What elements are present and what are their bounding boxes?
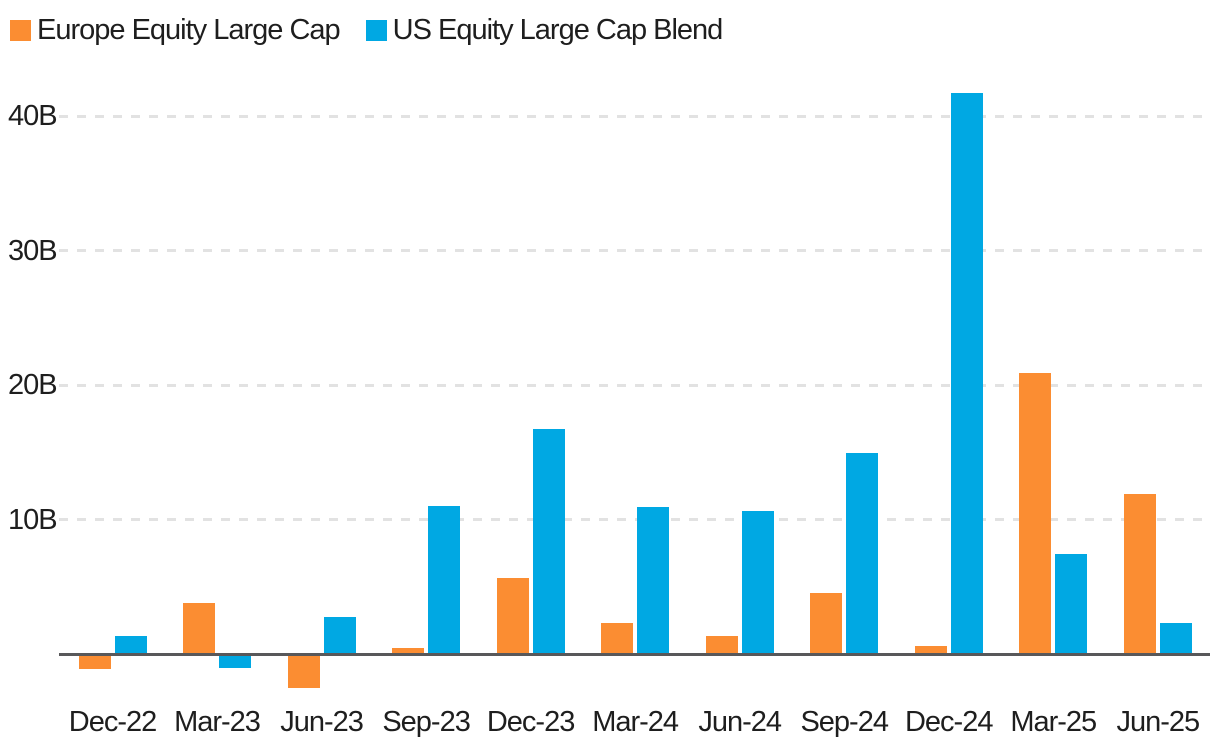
x-axis-label-jun-25: Jun-25 bbox=[1116, 706, 1200, 738]
x-axis-label-mar-25: Mar-25 bbox=[1010, 706, 1097, 738]
bar-europe-jun-24 bbox=[705, 636, 738, 655]
bar-us-mar-23 bbox=[219, 656, 252, 669]
bar-us-jun-25 bbox=[1159, 622, 1192, 655]
bar-us-dec-24 bbox=[950, 92, 983, 655]
bar-europe-sep-23 bbox=[392, 648, 425, 655]
x-axis-label-jun-23: Jun-23 bbox=[280, 706, 364, 738]
bar-europe-dec-24 bbox=[914, 645, 947, 655]
y-axis-label-40b: 40B bbox=[8, 100, 58, 132]
bar-europe-dec-23 bbox=[496, 578, 529, 655]
gridline-30b bbox=[59, 249, 1210, 252]
legend-item-europe-equity-large-cap[interactable]: Europe Equity Large Cap bbox=[10, 14, 341, 47]
legend-label-us: US Equity Large Cap Blend bbox=[392, 14, 724, 46]
bar-europe-mar-25 bbox=[1019, 372, 1052, 655]
chart-legend: Europe Equity Large Cap US Equity Large … bbox=[10, 14, 724, 47]
bar-us-mar-24 bbox=[637, 507, 670, 655]
x-axis-label-mar-23: Mar-23 bbox=[174, 706, 261, 738]
legend-item-us-equity-large-cap-blend[interactable]: US Equity Large Cap Blend bbox=[365, 14, 724, 47]
x-axis-line bbox=[59, 652, 1210, 656]
bar-us-dec-22 bbox=[114, 636, 147, 655]
x-axis-label-dec-24: Dec-24 bbox=[904, 706, 994, 738]
bar-us-jun-23 bbox=[323, 617, 356, 655]
bar-us-sep-23 bbox=[428, 505, 461, 655]
x-axis-label-sep-23: Sep-23 bbox=[382, 706, 471, 738]
bar-europe-sep-24 bbox=[810, 593, 843, 655]
x-axis-label-dec-22: Dec-22 bbox=[68, 706, 158, 738]
x-axis-label-mar-24: Mar-24 bbox=[592, 706, 679, 738]
bar-us-mar-25 bbox=[1055, 554, 1088, 655]
bar-us-sep-24 bbox=[846, 453, 879, 655]
x-axis-label-dec-23: Dec-23 bbox=[486, 706, 576, 738]
us-series-swatch-icon bbox=[365, 20, 387, 41]
bar-us-dec-23 bbox=[532, 429, 565, 655]
gridline-10b bbox=[59, 518, 1210, 521]
x-axis-label-jun-24: Jun-24 bbox=[698, 706, 782, 738]
legend-label-europe: Europe Equity Large Cap bbox=[37, 14, 341, 46]
bar-europe-jun-23 bbox=[287, 656, 320, 689]
bar-europe-dec-22 bbox=[78, 656, 111, 670]
bar-us-jun-24 bbox=[741, 511, 774, 655]
x-axis-label-sep-24: Sep-24 bbox=[800, 706, 889, 738]
bar-europe-jun-25 bbox=[1123, 493, 1156, 655]
bar-europe-mar-24 bbox=[601, 622, 634, 655]
y-axis-label-20b: 20B bbox=[8, 369, 58, 401]
europe-series-swatch-icon bbox=[10, 20, 31, 41]
gridline-20b bbox=[59, 383, 1210, 387]
bar-europe-mar-23 bbox=[183, 602, 216, 655]
y-axis-label-10b: 10B bbox=[8, 503, 58, 536]
y-axis-label-30b: 30B bbox=[8, 234, 58, 267]
gridline-40b bbox=[59, 114, 1210, 118]
